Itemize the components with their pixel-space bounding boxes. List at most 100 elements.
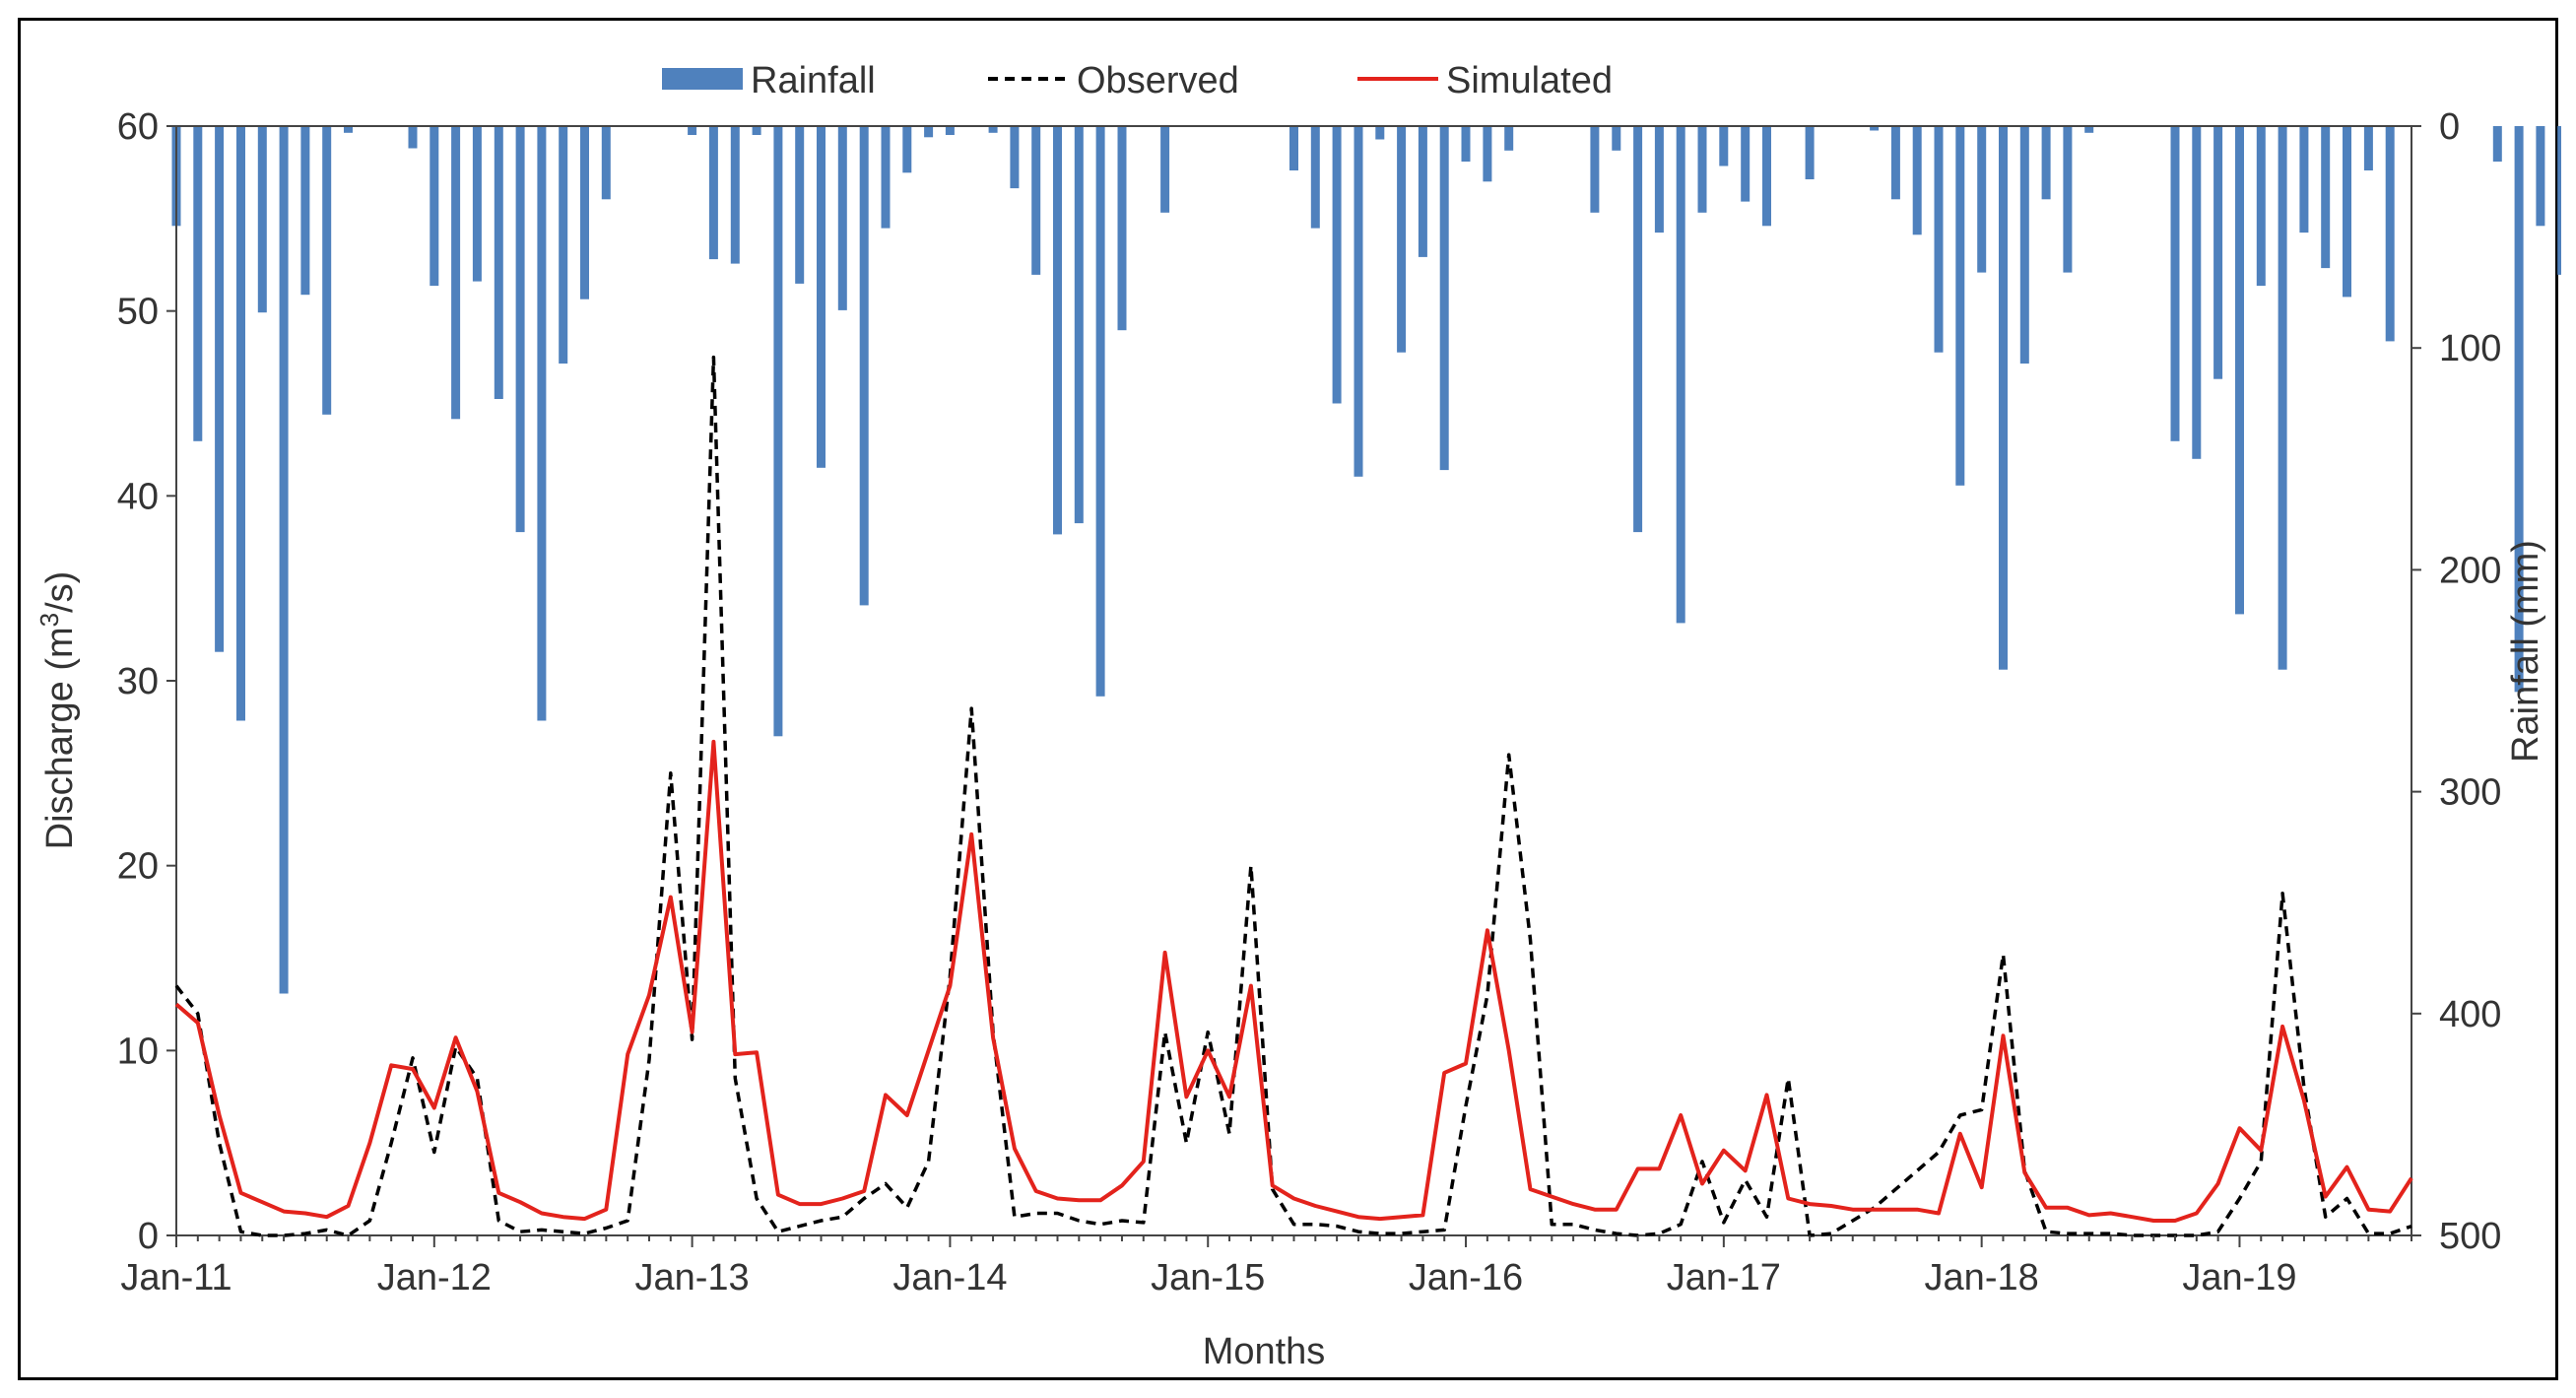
- rainfall-bar: [1031, 126, 1041, 275]
- rainfall-bar: [2492, 126, 2502, 162]
- rainfall-bar: [322, 126, 332, 415]
- rainfall-bar: [2321, 126, 2331, 269]
- rainfall-bar: [1418, 126, 1427, 257]
- x-tick-label: Jan-17: [1667, 1257, 1781, 1298]
- x-tick-label: Jan-13: [635, 1257, 750, 1298]
- x-tick-label: Jan-11: [120, 1257, 231, 1298]
- rainfall-bar: [257, 126, 267, 313]
- chart-frame: Rainfall Observed Simulated 0 10 20 30 40 50 6…: [18, 18, 2561, 1380]
- rainfall-bar: [1955, 126, 1965, 486]
- rainfall-bar: [1870, 126, 1880, 131]
- left-tick-label: 10: [117, 1031, 159, 1072]
- left-tick-label: 30: [117, 661, 159, 702]
- left-tick-label: 20: [117, 846, 159, 888]
- rainfall-bar: [300, 126, 310, 296]
- rainfall-bar: [236, 126, 245, 721]
- discharge-lines: [174, 355, 2413, 1237]
- simulated-line: [174, 739, 2413, 1223]
- rainfall-bar: [1439, 126, 1449, 471]
- rainfall-bar: [924, 126, 934, 138]
- rainfall-bar: [730, 126, 740, 264]
- rainfall-bar: [2170, 126, 2180, 441]
- rainfall-bar: [279, 126, 289, 994]
- rainfall-bar: [988, 126, 998, 133]
- right-axis-ticks: 0 100 200 300 400 500: [2411, 106, 2501, 1257]
- rainfall-bar: [1999, 126, 2008, 670]
- x-tick-label: Jan-12: [377, 1257, 492, 1298]
- rainfall-bar: [193, 126, 203, 441]
- rainfall-bar: [1697, 126, 1707, 213]
- left-tick-label: 40: [117, 476, 159, 517]
- rainfall-bar: [2213, 126, 2223, 379]
- rainfall-bar: [1612, 126, 1621, 151]
- rainfall-bar: [1397, 126, 1407, 353]
- rainfall-bar: [1160, 126, 1170, 213]
- rainfall-bars: [171, 126, 2561, 994]
- legend-observed-label: Observed: [1077, 60, 1239, 101]
- right-tick-label: 500: [2439, 1216, 2501, 1257]
- left-tick-label: 50: [117, 292, 159, 333]
- rainfall-bar: [881, 126, 891, 229]
- rainfall-bar: [773, 126, 783, 737]
- right-axis-title: Rainfall (mm): [2505, 540, 2546, 763]
- x-axis-ticks: Jan-11 Jan-12 Jan-13 Jan-14 Jan-15 Jan-16 Jan-…: [120, 1235, 2412, 1298]
- rainfall-bar: [1719, 126, 1729, 166]
- observed-line: [174, 355, 2412, 1237]
- rainfall-bar: [2557, 126, 2561, 275]
- rainfall-bar: [2041, 126, 2051, 200]
- rainfall-bar: [215, 126, 225, 652]
- rainfall-bar: [2385, 126, 2395, 342]
- rainfall-bar: [2299, 126, 2309, 233]
- rainfall-bar: [2514, 126, 2524, 693]
- legend: Rainfall Observed Simulated: [662, 60, 1613, 101]
- rainfall-bar: [537, 126, 547, 721]
- rainfall-bar: [2343, 126, 2351, 298]
- rainfall-bar: [2019, 126, 2029, 364]
- rainfall-bar: [837, 126, 847, 310]
- rainfall-bar: [1912, 126, 1922, 235]
- rainfall-bar: [580, 126, 589, 300]
- rainfall-bar: [451, 126, 461, 420]
- x-tick-label: Jan-15: [1151, 1257, 1265, 1298]
- rainfall-bar: [1461, 126, 1471, 162]
- rainfall-bar: [752, 126, 761, 135]
- rainfall-bar: [1354, 126, 1363, 477]
- legend-rainfall-label: Rainfall: [751, 60, 876, 101]
- rainfall-bar: [902, 126, 912, 173]
- right-tick-label: 400: [2439, 994, 2501, 1035]
- rainfall-bar: [2536, 126, 2545, 227]
- chart-svg: Rainfall Observed Simulated 0 10 20 30 40 50 6…: [34, 60, 2561, 1372]
- rainfall-bar: [1977, 126, 1987, 273]
- rainfall-bar: [1805, 126, 1815, 179]
- axes: [175, 125, 2412, 1236]
- left-axis-title: Discharge (m3/s): [34, 571, 81, 850]
- x-tick-label: Jan-19: [2182, 1257, 2296, 1298]
- x-tick-label: Jan-16: [1409, 1257, 1523, 1298]
- rainfall-bar: [559, 126, 568, 364]
- rainfall-bar: [795, 126, 805, 284]
- rainfall-bar: [1289, 126, 1298, 170]
- right-tick-label: 200: [2439, 550, 2501, 591]
- rainfall-bar: [1010, 126, 1020, 189]
- rainfall-bar: [1676, 126, 1685, 624]
- rainfall-bar: [1762, 126, 1771, 227]
- rainfall-bar: [688, 126, 697, 135]
- rainfall-bar: [2235, 126, 2244, 615]
- rainfall-bar: [2084, 126, 2094, 133]
- rainfall-bar: [1074, 126, 1084, 524]
- rainfall-bar: [1095, 126, 1105, 697]
- left-axis-ticks: 0 10 20 30 40 50 60: [117, 106, 176, 1257]
- x-tick-label: Jan-18: [1925, 1257, 2039, 1298]
- x-tick-label: Jan-14: [892, 1257, 1007, 1298]
- x-axis-title: Months: [1203, 1331, 1326, 1372]
- rainfall-bar: [1890, 126, 1900, 200]
- rainfall-bar: [1375, 126, 1385, 140]
- rainfall-bar: [1590, 126, 1600, 213]
- rainfall-bar: [2063, 126, 2073, 273]
- rainfall-bar: [817, 126, 826, 468]
- rainfall-bar: [429, 126, 439, 287]
- rainfall-bar: [1117, 126, 1127, 331]
- rainfall-bar: [1504, 126, 1514, 151]
- rainfall-bar: [344, 126, 353, 133]
- rainfall-bar: [1934, 126, 1944, 353]
